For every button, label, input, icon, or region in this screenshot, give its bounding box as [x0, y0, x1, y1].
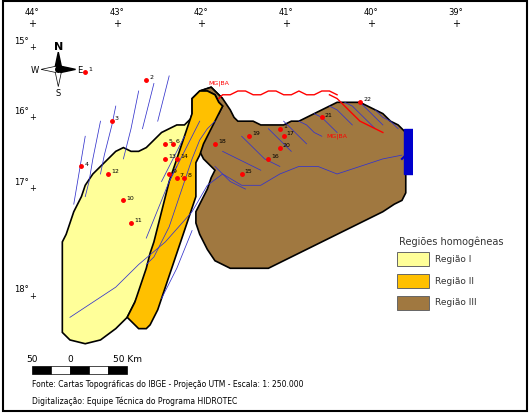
Text: 12: 12 — [111, 169, 119, 174]
Bar — [51, 366, 70, 374]
Text: 44°: 44° — [24, 7, 39, 17]
Polygon shape — [55, 53, 61, 70]
Text: 21: 21 — [325, 112, 333, 117]
Text: 3: 3 — [115, 116, 119, 121]
Polygon shape — [127, 92, 223, 329]
Bar — [404, 129, 417, 175]
Text: 7: 7 — [180, 173, 184, 178]
Text: 14: 14 — [180, 154, 188, 159]
Polygon shape — [63, 88, 223, 344]
Text: 15: 15 — [245, 169, 252, 174]
Text: +: + — [30, 43, 36, 52]
Text: Região I: Região I — [436, 254, 472, 263]
Text: 13: 13 — [169, 154, 176, 159]
Text: 6: 6 — [176, 139, 180, 144]
Text: Fonte: Cartas Topográficas do IBGE - Projeção UTM - Escala: 1: 250.000: Fonte: Cartas Topográficas do IBGE - Pro… — [32, 379, 303, 388]
Text: +: + — [197, 19, 206, 29]
Text: Regiões homogêneas: Regiões homogêneas — [399, 236, 503, 246]
Text: 8: 8 — [188, 173, 191, 178]
Text: +: + — [282, 19, 290, 29]
Text: +: + — [452, 19, 460, 29]
Text: 18°: 18° — [14, 285, 29, 294]
Text: 18: 18 — [218, 139, 226, 144]
Polygon shape — [41, 67, 58, 74]
Text: E: E — [77, 66, 83, 75]
Text: 0: 0 — [67, 354, 73, 363]
Text: 1: 1 — [89, 67, 92, 72]
Text: 17: 17 — [287, 131, 295, 136]
Text: Região III: Região III — [436, 298, 477, 306]
Text: 39°: 39° — [448, 7, 463, 17]
Text: Região II: Região II — [436, 276, 474, 285]
Text: 22: 22 — [363, 97, 371, 102]
Bar — [398, 296, 429, 310]
Text: 43°: 43° — [109, 7, 124, 17]
Text: 16: 16 — [271, 154, 279, 159]
Text: 41°: 41° — [279, 7, 294, 17]
Text: +: + — [367, 19, 375, 29]
Bar — [108, 366, 127, 374]
Text: +: + — [30, 113, 36, 122]
Text: 15°: 15° — [14, 37, 29, 46]
Text: 42°: 42° — [194, 7, 209, 17]
Text: 10: 10 — [127, 195, 134, 200]
Polygon shape — [196, 88, 406, 268]
Text: 17°: 17° — [14, 177, 29, 186]
Text: 40°: 40° — [364, 7, 378, 17]
Bar — [89, 366, 108, 374]
Text: 9: 9 — [172, 169, 176, 174]
Text: W: W — [31, 66, 39, 75]
Bar — [398, 252, 429, 267]
Text: +: + — [30, 291, 36, 300]
Text: 50: 50 — [26, 354, 38, 363]
Text: 2: 2 — [149, 75, 153, 80]
Text: Digitalização: Equipe Técnica do Programa HIDROTEC: Digitalização: Equipe Técnica do Program… — [32, 395, 237, 405]
Text: MG|BA: MG|BA — [326, 133, 348, 138]
Text: 20: 20 — [283, 142, 291, 147]
Bar — [70, 366, 89, 374]
Bar — [32, 366, 51, 374]
Text: 1: 1 — [283, 123, 287, 128]
Text: 50 Km: 50 Km — [113, 354, 142, 363]
Text: +: + — [30, 183, 36, 192]
Text: +: + — [28, 19, 36, 29]
Text: S: S — [56, 89, 61, 98]
Bar — [398, 274, 429, 289]
Polygon shape — [58, 67, 76, 74]
Text: 4: 4 — [84, 161, 89, 166]
Text: 16°: 16° — [14, 107, 29, 116]
Text: 19: 19 — [252, 131, 260, 136]
Text: MG|BA: MG|BA — [208, 80, 229, 86]
Polygon shape — [55, 70, 61, 88]
Text: +: + — [112, 19, 121, 29]
Text: 11: 11 — [134, 218, 142, 223]
Text: N: N — [54, 42, 63, 52]
Text: 5: 5 — [169, 139, 172, 144]
